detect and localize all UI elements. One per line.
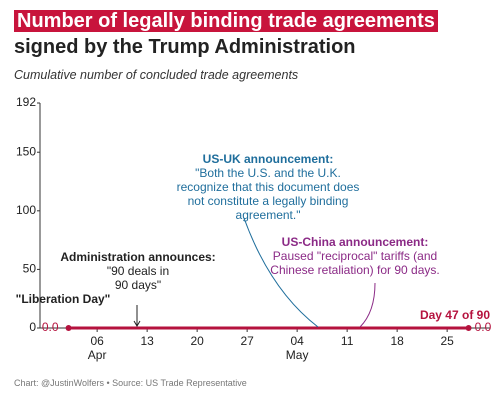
x-tick-label: 06 bbox=[90, 334, 104, 348]
value-label: 0.0 bbox=[475, 320, 492, 334]
annotation-line: Chinese retaliation) for 90 days. bbox=[270, 263, 439, 277]
x-tick-label: 18 bbox=[390, 334, 404, 348]
annotation-heading: Administration announces: bbox=[60, 250, 215, 264]
data-point bbox=[465, 325, 472, 331]
annotation-line: "90 deals in bbox=[107, 264, 169, 278]
annotation-line: recognize that this document does bbox=[177, 180, 360, 194]
title-highlight: Number of legally binding trade agreemen… bbox=[14, 10, 438, 32]
month-label: Apr bbox=[88, 348, 107, 362]
annotation-arrow bbox=[243, 217, 319, 328]
y-tick-label: 150 bbox=[16, 144, 36, 158]
y-tick-label: 192 bbox=[16, 95, 36, 109]
x-tick-label: 13 bbox=[140, 334, 154, 348]
month-label: May bbox=[286, 348, 309, 362]
y-tick-label: 0 bbox=[29, 320, 36, 334]
annotation-line: not constitute a legally binding bbox=[188, 194, 349, 208]
chart-title: Number of legally binding trade agreemen… bbox=[14, 8, 494, 60]
y-tick-label: 50 bbox=[23, 262, 37, 276]
data-point bbox=[65, 325, 72, 331]
y-tick-label: 100 bbox=[16, 203, 36, 217]
subtitle: Cumulative number of concluded trade agr… bbox=[14, 68, 299, 82]
annotation-heading: US-China announcement: bbox=[282, 235, 429, 249]
annotation-arrow bbox=[359, 282, 376, 328]
annotation-line: 90 days" bbox=[115, 278, 161, 292]
x-tick-label: 04 bbox=[290, 334, 304, 348]
annotation-line: Paused "reciprocal" tariffs (and bbox=[273, 249, 437, 263]
arrow-head bbox=[133, 320, 141, 327]
value-label: 0.0 bbox=[42, 320, 59, 334]
annotation-heading: US-UK announcement: bbox=[203, 152, 334, 166]
annotation-heading: Day 47 of 90 bbox=[420, 308, 490, 322]
annotation-line: agreement." bbox=[236, 208, 301, 222]
annotation-heading: "Liberation Day" bbox=[16, 292, 111, 306]
footer: Chart: @JustinWolfers • Source: US Trade… bbox=[14, 378, 247, 388]
x-tick-label: 25 bbox=[440, 334, 454, 348]
x-tick-label: 20 bbox=[190, 334, 204, 348]
annotation-line: "Both the U.S. and the U.K. bbox=[195, 166, 341, 180]
x-tick-label: 11 bbox=[341, 334, 354, 348]
title-rest: signed by the Trump Administration bbox=[14, 36, 356, 58]
x-tick-label: 27 bbox=[240, 334, 254, 348]
